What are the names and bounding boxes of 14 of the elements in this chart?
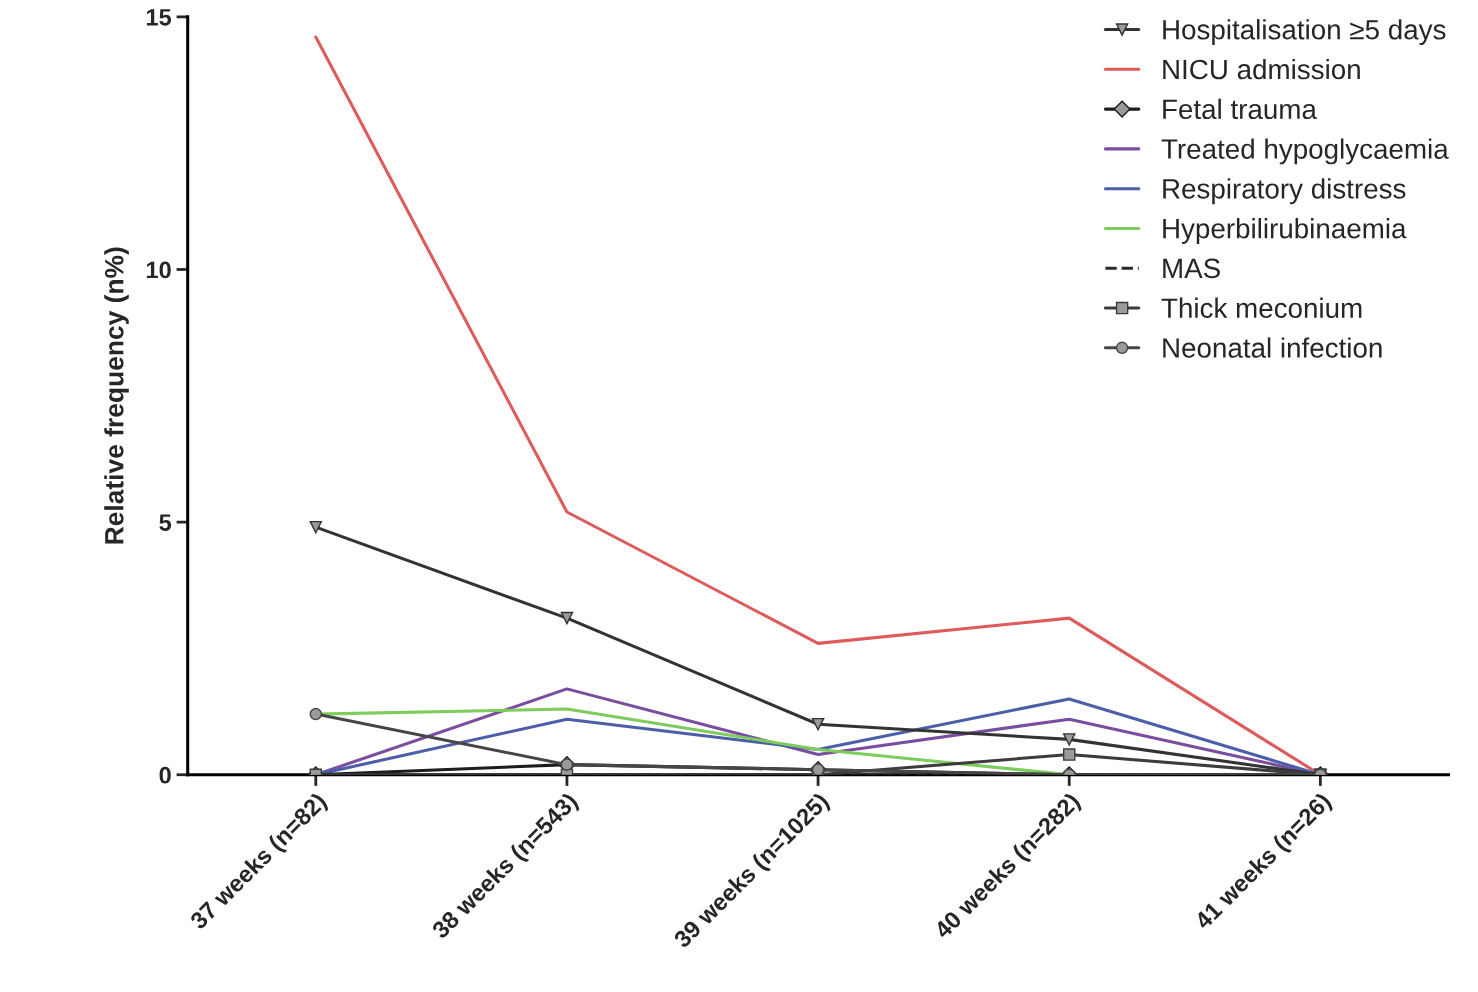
legend-label: Neonatal infection [1163,337,1382,358]
y-tick-label: 10 [146,261,171,279]
legend-label: Thick meconium [1161,297,1362,319]
legend-label: Hyperbilirubinaemia [1163,218,1407,244]
y-tick-label: 15 [146,9,172,26]
legend-label: Hospitalisation ≥5 days [1163,19,1446,46]
y-tick-label: 5 [159,514,172,531]
legend-label: Treated hypoglycaemia [1161,138,1449,165]
legend-label: MAS [1163,258,1220,279]
y-axis-title: Relative frequency (n%) [104,247,129,544]
legend-label: Respiratory distress [1163,178,1406,205]
legend-label: Fetal trauma [1163,98,1317,120]
legend-label: NICU admission [1163,58,1360,80]
y-tick-label: 0 [159,766,171,784]
